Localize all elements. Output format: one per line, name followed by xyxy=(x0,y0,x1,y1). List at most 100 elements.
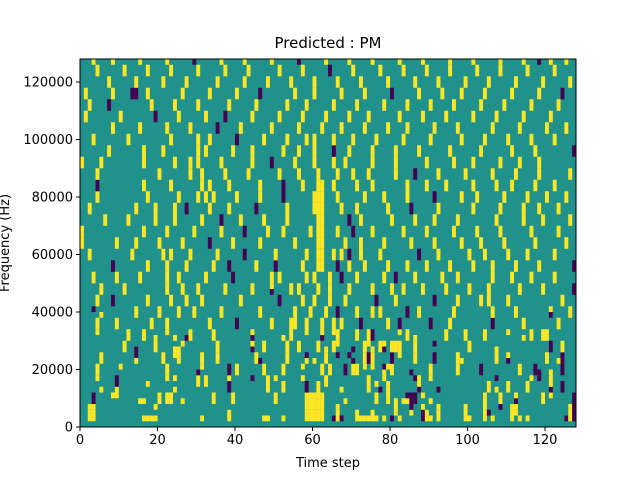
heatmap-cell xyxy=(347,260,352,267)
x-axis: 0 20 40 60 80 100 120 xyxy=(76,427,557,448)
heatmap-cell xyxy=(153,110,158,117)
heatmap-cell xyxy=(126,214,131,221)
heatmap-cell xyxy=(91,415,96,422)
heatmap-cell xyxy=(227,415,232,422)
heatmap-cell xyxy=(281,231,286,238)
heatmap-cell xyxy=(95,300,100,307)
heatmap-cell xyxy=(463,335,468,341)
heatmap-cell xyxy=(153,415,158,422)
heatmap-cell xyxy=(246,64,251,71)
heatmap-cell xyxy=(188,128,193,134)
heatmap-cell xyxy=(564,237,569,244)
heatmap-cell xyxy=(533,145,538,152)
heatmap-cell xyxy=(382,105,387,111)
heatmap-cell xyxy=(80,237,84,244)
heatmap-cell xyxy=(428,133,433,140)
heatmap-cell xyxy=(359,220,363,226)
heatmap-cell xyxy=(362,358,367,364)
heatmap-cell xyxy=(514,76,518,83)
heatmap-cell xyxy=(537,59,542,65)
heatmap-cell xyxy=(397,415,402,422)
heatmap-cell xyxy=(242,59,247,65)
heatmap-cell xyxy=(320,220,325,226)
heatmap-cell xyxy=(331,340,336,347)
heatmap-cell xyxy=(161,358,166,364)
heatmap-cell xyxy=(235,93,239,100)
heatmap-cell xyxy=(498,59,503,65)
heatmap-cell xyxy=(560,369,565,376)
heatmap-cell xyxy=(564,243,569,249)
x-axis-label: Time step xyxy=(295,456,360,471)
heatmap-cell xyxy=(227,369,232,376)
heatmap-cell xyxy=(180,289,185,295)
heatmap-cell xyxy=(250,346,255,353)
heatmap-cell xyxy=(459,93,464,100)
heatmap-cell xyxy=(324,312,329,318)
heatmap-cell xyxy=(390,283,394,290)
heatmap-cell xyxy=(308,398,313,405)
heatmap-cell xyxy=(498,162,503,169)
heatmap-cell xyxy=(517,283,522,290)
heatmap-cell xyxy=(300,294,305,301)
heatmap-cell xyxy=(490,312,495,318)
heatmap-cell xyxy=(479,369,484,376)
heatmap-cell xyxy=(455,214,460,221)
heatmap-cell xyxy=(498,202,503,209)
heatmap-cell xyxy=(188,248,193,255)
heatmap-cell xyxy=(382,363,387,370)
heatmap-cell xyxy=(417,306,422,313)
heatmap-cell xyxy=(483,87,487,94)
heatmap-cell xyxy=(281,179,286,186)
heatmap-cell xyxy=(339,208,344,215)
heatmap-cell xyxy=(506,248,511,255)
heatmap-cell xyxy=(463,415,468,422)
heatmap-cell xyxy=(339,128,344,134)
heatmap-cell xyxy=(471,185,476,192)
heatmap-cell xyxy=(285,346,290,353)
heatmap-cell xyxy=(424,185,429,192)
heatmap-cell xyxy=(339,323,344,330)
heatmap-cell xyxy=(409,202,414,209)
heatmap-cell xyxy=(548,110,553,117)
heatmap-cell xyxy=(312,208,317,215)
heatmap-cell xyxy=(165,329,170,336)
heatmap-cell xyxy=(405,306,410,313)
heatmap-cell xyxy=(273,375,278,382)
heatmap-cell xyxy=(370,329,375,336)
heatmap-cell xyxy=(339,202,344,209)
heatmap-cell xyxy=(196,191,201,198)
heatmap-cell xyxy=(134,237,139,244)
heatmap-cell xyxy=(568,168,573,175)
heatmap-cell xyxy=(277,174,282,180)
heatmap-cell xyxy=(196,369,201,376)
heatmap-cell xyxy=(541,335,546,341)
heatmap-cell xyxy=(366,110,371,117)
heatmap-cell xyxy=(316,346,321,353)
heatmap-cell xyxy=(444,335,449,341)
heatmap-cell xyxy=(335,225,340,232)
heatmap-cell xyxy=(432,197,437,203)
heatmap-cell xyxy=(300,260,305,267)
heatmap-cell xyxy=(99,289,104,295)
heatmap-cell xyxy=(300,363,305,370)
heatmap-cell xyxy=(366,116,371,123)
heatmap-cell xyxy=(281,185,286,192)
heatmap-cell xyxy=(157,168,162,175)
heatmap-cell xyxy=(343,156,348,163)
heatmap-cell xyxy=(316,214,321,221)
heatmap-cell xyxy=(114,381,119,387)
heatmap-cell xyxy=(479,105,484,111)
heatmap-cell xyxy=(142,335,146,341)
heatmap-cell xyxy=(169,300,174,307)
heatmap-cell xyxy=(479,243,484,249)
heatmap-cell xyxy=(510,271,515,278)
heatmap-cell xyxy=(320,254,325,261)
heatmap-cell xyxy=(169,179,174,186)
heatmap-cell xyxy=(277,110,282,117)
heatmap-cell xyxy=(91,59,96,65)
heatmap-cell xyxy=(169,392,174,399)
heatmap-cell xyxy=(242,82,247,88)
heatmap-cell xyxy=(355,329,360,336)
heatmap-cell xyxy=(262,139,267,146)
heatmap-cell xyxy=(215,82,220,88)
